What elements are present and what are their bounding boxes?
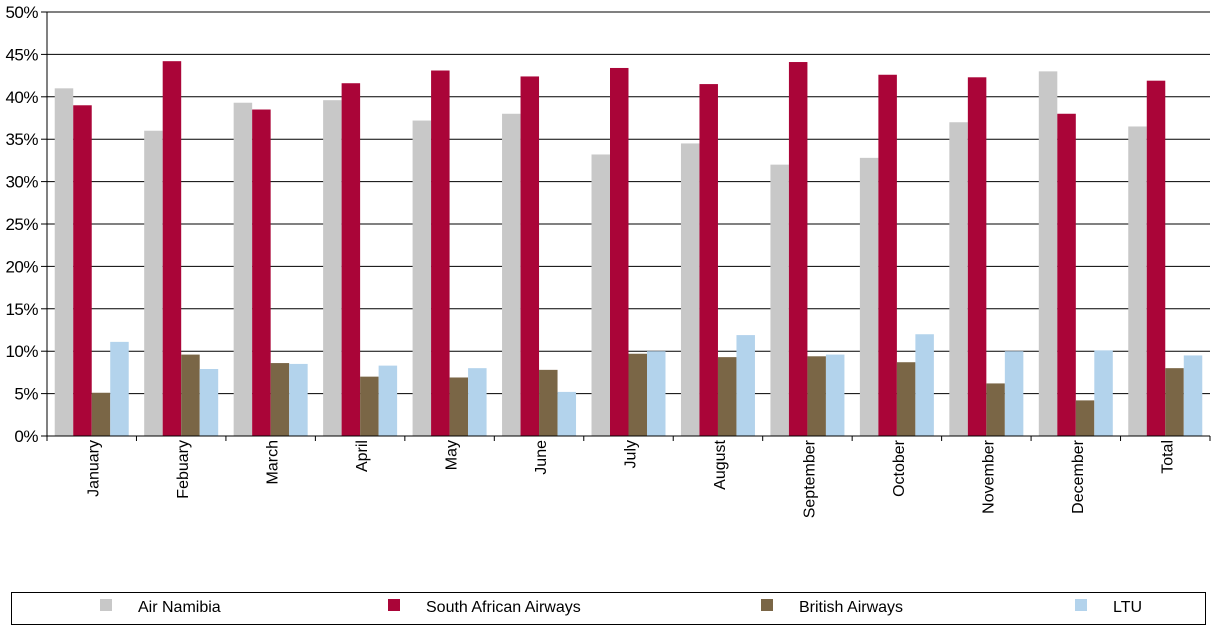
bar-south-african-airways-april: [341, 83, 361, 437]
bar-south-african-airways-march: [252, 109, 271, 437]
bar-south-african-airways-febuary: [162, 61, 182, 437]
y-tick-label: 15%: [5, 300, 38, 319]
y-tick-label: 45%: [5, 45, 38, 64]
bar-air-namibia-august: [680, 143, 700, 436]
y-tick-labels: 0% 5% 10% 15% 20% 25% 30% 35% 40% 45% 50%: [5, 3, 38, 446]
bar-british-airways-total: [1165, 368, 1184, 436]
bar-ltu-july: [647, 351, 666, 436]
bar-air-namibia-october: [859, 157, 879, 436]
bar-british-airways-october: [896, 362, 916, 436]
x-tick-label: March: [265, 440, 282, 484]
bar-air-namibia-total: [1128, 126, 1147, 436]
y-tick-label: 50%: [5, 3, 38, 22]
x-tick-label: July: [623, 440, 640, 468]
legend-swatch-british-airways: [761, 599, 773, 611]
x-tick-label: September: [801, 439, 818, 518]
axes: [41, 11, 1211, 441]
x-tick-label: August: [712, 439, 729, 489]
legend-label-south-african-airways: South African Airways: [426, 599, 581, 616]
bar-ltu-september: [825, 354, 845, 436]
legend-label-air-namibia: Air Namibia: [138, 599, 221, 616]
x-tick-label: April: [354, 440, 371, 472]
y-tick-label: 5%: [14, 385, 38, 404]
bar-ltu-october: [915, 334, 934, 436]
bar-british-airways-febuary: [181, 354, 200, 436]
bar-air-namibia-febuary: [144, 130, 163, 436]
x-tick-label: December: [1070, 439, 1087, 513]
legend-box: [11, 592, 1206, 625]
bar-ltu-december: [1094, 350, 1113, 436]
bar-british-airways-december: [1075, 400, 1095, 436]
bar-british-airways-september: [807, 356, 826, 436]
y-tick-label: 25%: [5, 215, 38, 234]
y-tick-label: 20%: [5, 257, 38, 276]
bar-air-namibia-november: [949, 122, 968, 437]
bar-south-african-airways-october: [878, 74, 897, 436]
bar-air-namibia-september: [770, 164, 789, 436]
y-tick-label: 10%: [5, 342, 38, 361]
bar-ltu-febuary: [199, 369, 219, 436]
x-tick-label: Febuary: [175, 440, 192, 499]
bar-air-namibia-january: [54, 88, 74, 436]
y-tick-label: 40%: [5, 88, 38, 107]
x-tick-labels: January Febuary March April May June July Augus…: [86, 439, 1177, 518]
bar-south-african-airways-december: [1057, 113, 1076, 436]
y-tick-label: 35%: [5, 130, 38, 149]
bar-south-african-airways-november: [967, 77, 987, 437]
x-tick-label: January: [86, 440, 103, 497]
bar-south-african-airways-september: [788, 62, 808, 436]
bar-air-namibia-april: [323, 100, 342, 436]
bar-air-namibia-march: [233, 102, 253, 437]
x-tick-label: November: [980, 439, 997, 513]
x-tick-label: June: [533, 440, 550, 475]
bar-british-airways-april: [360, 376, 379, 436]
bar-south-african-airways-august: [699, 84, 718, 436]
x-tick-label: May: [444, 440, 461, 470]
bar-british-airways-may: [449, 377, 469, 436]
bar-ltu-total: [1183, 355, 1203, 436]
bar-ltu-january: [110, 341, 129, 436]
bar-south-african-airways-january: [73, 105, 92, 436]
bar-south-african-airways-total: [1146, 80, 1166, 437]
legend: Air Namibia South African Airways British …: [11, 592, 1206, 625]
x-tick-label: Total: [1159, 440, 1176, 474]
bar-air-namibia-may: [412, 120, 432, 436]
legend-label-ltu: LTU: [1113, 599, 1142, 616]
y-tick-label: 30%: [5, 173, 38, 192]
bar-air-namibia-july: [591, 154, 610, 437]
bar-air-namibia-december: [1038, 71, 1058, 437]
bar-ltu-june: [557, 391, 577, 436]
bar-british-airways-august: [717, 357, 737, 436]
bar-south-african-airways-june: [520, 76, 540, 436]
bar-british-airways-november: [986, 383, 1005, 436]
legend-label-british-airways: British Airways: [799, 599, 903, 616]
bar-south-african-airways-july: [610, 67, 629, 436]
legend-swatch-air-namibia: [100, 599, 112, 611]
bars: [54, 61, 1203, 437]
bar-ltu-may: [468, 368, 487, 436]
y-tick-label: 0%: [14, 427, 38, 446]
bar-south-african-airways-may: [431, 70, 450, 437]
bar-british-airways-july: [628, 353, 647, 436]
bar-ltu-april: [378, 365, 398, 436]
legend-swatch-ltu: [1075, 599, 1087, 611]
bar-british-airways-january: [91, 392, 111, 436]
bar-ltu-november: [1004, 351, 1024, 436]
bar-air-namibia-june: [502, 113, 521, 436]
legend-swatch-south-african-airways: [388, 599, 400, 611]
bar-british-airways-march: [270, 363, 290, 436]
bar-british-airways-june: [539, 369, 558, 436]
bar-ltu-august: [736, 335, 755, 436]
x-tick-label: October: [891, 439, 908, 497]
bar-ltu-march: [289, 363, 308, 436]
